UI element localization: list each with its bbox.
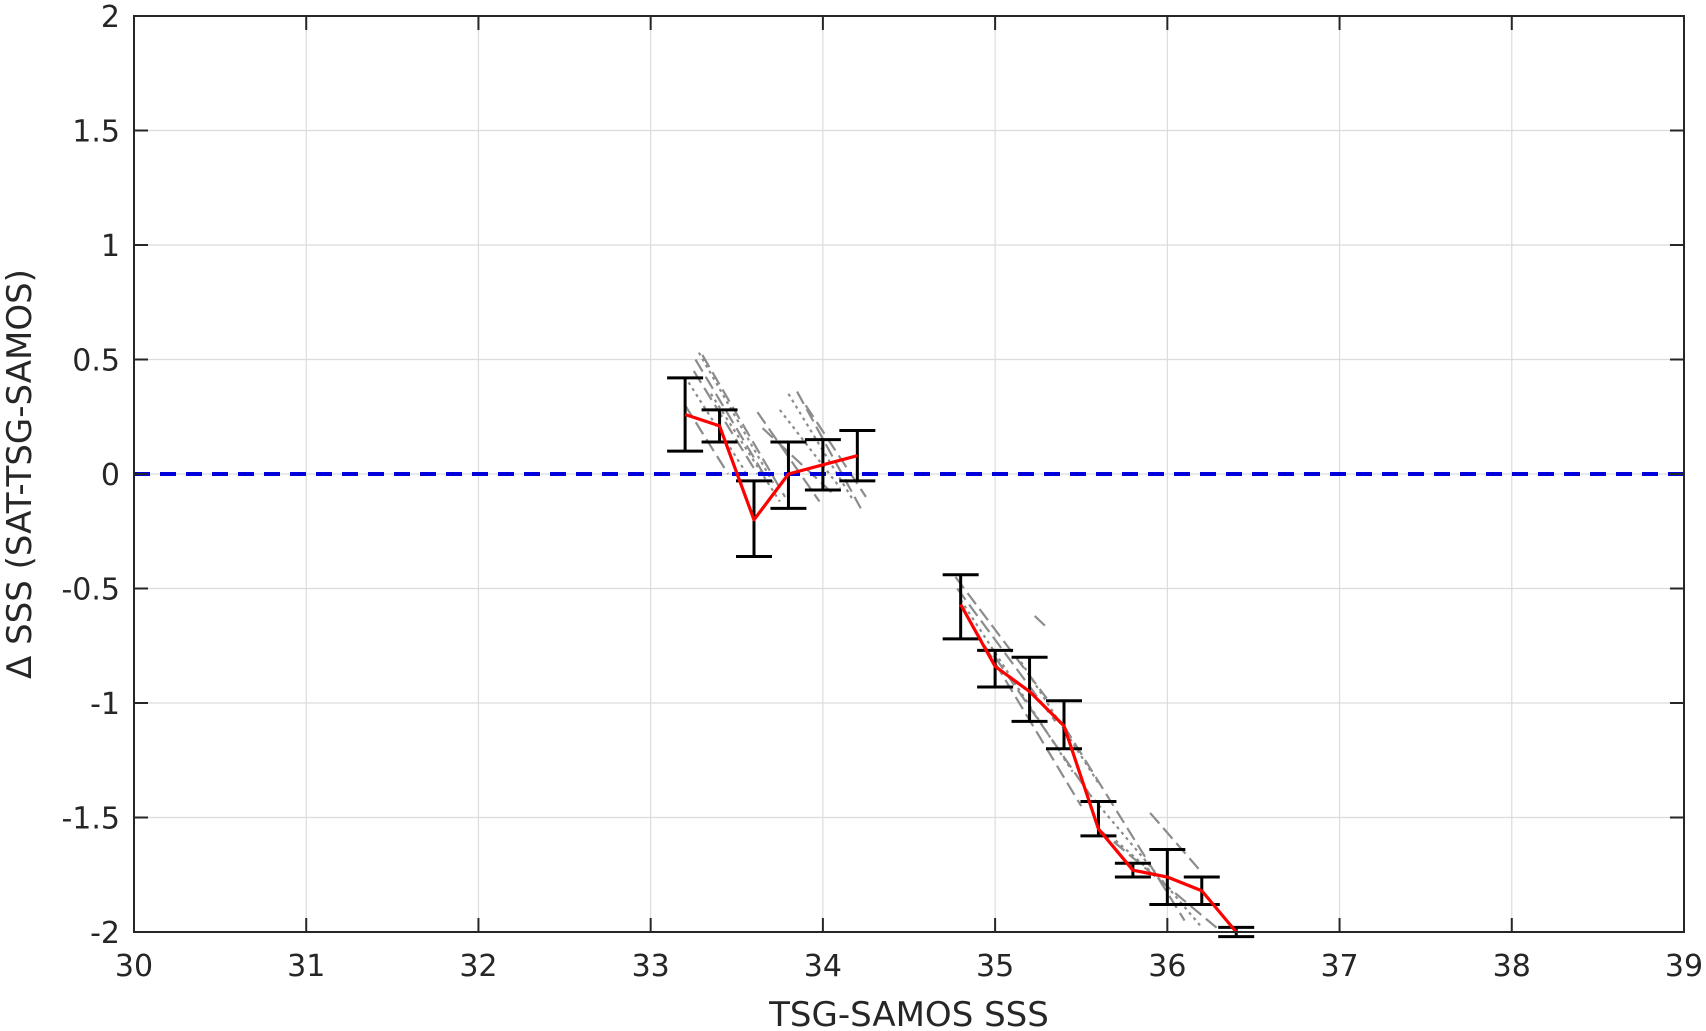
individual-line	[1149, 812, 1203, 874]
individual-line	[701, 354, 786, 498]
ticks	[133, 15, 1685, 933]
x-tick-label: 39	[1665, 949, 1703, 984]
individual-line	[756, 411, 821, 503]
individual-line	[1063, 725, 1186, 922]
y-tick-label: 1.5	[72, 115, 120, 150]
x-tick-label: 38	[1493, 949, 1531, 984]
mean-lines	[684, 412, 1238, 934]
error-bars	[667, 376, 1255, 939]
y-tick-label: 2	[101, 0, 120, 35]
individual-line	[994, 656, 1091, 796]
x-axis-label: TSG-SAMOS SSS	[768, 995, 1049, 1031]
individual-line	[694, 358, 769, 482]
y-tick-label: -1	[90, 687, 120, 722]
individual-line	[1097, 828, 1220, 931]
x-tick-label: 37	[1320, 949, 1358, 984]
x-tick-label: 31	[287, 949, 325, 984]
x-tick-label: 35	[976, 949, 1014, 984]
individual-line	[778, 409, 841, 489]
y-tick-label: 0.5	[72, 344, 120, 379]
x-tick-label: 32	[459, 949, 497, 984]
individual-line	[1114, 839, 1169, 888]
y-tick-label: -0.5	[61, 573, 120, 608]
individual-line	[692, 370, 759, 475]
individual-line	[761, 427, 833, 494]
x-tick-labels: 30 31 32 33 34 35 36 37 38 39	[115, 949, 1703, 984]
x-tick-label: 36	[1148, 949, 1186, 984]
y-tick-labels: -2 -1.5 -1 -0.5 0 0.5 1 1.5 2	[61, 0, 120, 951]
y-tick-label: -1.5	[61, 802, 120, 837]
individual-line	[954, 576, 1048, 700]
x-tick-label: 34	[804, 949, 842, 984]
y-axis-label: Δ SSS (SAT-TSG-SAMOS)	[0, 269, 40, 679]
y-tick-label: 0	[101, 458, 120, 493]
individual-line	[796, 391, 862, 509]
individual-line	[963, 610, 1083, 807]
individual-line	[956, 587, 1057, 722]
individual-line	[710, 393, 781, 503]
x-tick-label: 33	[632, 949, 670, 984]
x-tick-label: 30	[115, 949, 153, 984]
mean-line	[684, 412, 858, 522]
y-tick-label: -2	[90, 916, 120, 951]
individual-line	[1088, 793, 1203, 929]
y-tick-label: 1	[101, 229, 120, 264]
mean-line	[959, 603, 1238, 934]
individual-line	[697, 352, 776, 486]
individual-line	[1033, 615, 1048, 629]
